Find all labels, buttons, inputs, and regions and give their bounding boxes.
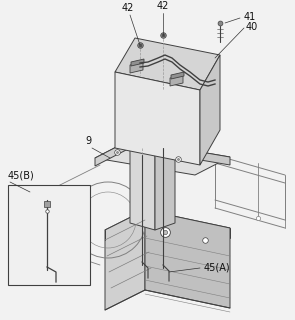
Polygon shape xyxy=(131,59,144,66)
Polygon shape xyxy=(130,62,143,73)
Text: 45(A): 45(A) xyxy=(204,263,231,273)
Polygon shape xyxy=(115,38,220,90)
Polygon shape xyxy=(170,75,183,86)
Text: 42: 42 xyxy=(157,1,169,11)
Text: 42: 42 xyxy=(122,3,134,13)
Polygon shape xyxy=(171,72,184,79)
Polygon shape xyxy=(200,55,220,165)
Polygon shape xyxy=(155,148,175,230)
Polygon shape xyxy=(130,148,155,230)
Text: 40: 40 xyxy=(246,22,258,32)
Polygon shape xyxy=(145,210,230,308)
Polygon shape xyxy=(115,72,200,165)
Text: 45(B): 45(B) xyxy=(8,170,35,180)
Text: 41: 41 xyxy=(244,12,256,22)
Polygon shape xyxy=(105,210,145,310)
Polygon shape xyxy=(130,140,230,165)
Polygon shape xyxy=(105,210,230,248)
Bar xyxy=(8,185,90,285)
Text: 9: 9 xyxy=(85,136,91,146)
Polygon shape xyxy=(95,140,130,166)
Polygon shape xyxy=(95,140,230,175)
